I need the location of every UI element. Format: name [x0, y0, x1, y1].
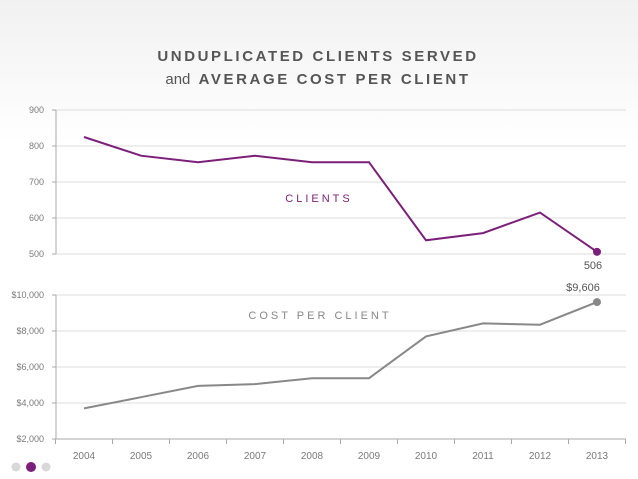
x-tick-label: 2004	[73, 451, 96, 462]
x-tick-label: 2010	[415, 451, 438, 462]
x-tick-label: 2012	[529, 451, 552, 462]
chart-title-line2: and AVERAGE COST PER CLIENT	[165, 71, 470, 88]
y-tick-label: 700	[29, 177, 44, 187]
series-annotation: COST PER CLIENT	[248, 310, 391, 322]
y-tick-label: 600	[29, 213, 44, 223]
y-tick-label: $4,000	[16, 398, 44, 408]
slide-nav-dots[interactable]	[11, 462, 51, 472]
series-line	[83, 301, 598, 410]
series-line	[83, 136, 598, 253]
x-tick-label: 2013	[586, 451, 609, 462]
chart-title-line1: UNDUPLICATED CLIENTS SERVED	[157, 48, 478, 65]
x-tick-label: 2011	[472, 451, 494, 462]
x-tick-label: 2008	[301, 451, 324, 462]
y-tick-label: $2,000	[16, 434, 44, 444]
y-tick-label: $6,000	[16, 362, 44, 372]
clients-chart: 500 600 700 800 900 506 CLIENTS	[29, 105, 626, 272]
nav-dot[interactable]	[26, 462, 36, 472]
y-tick-label: 500	[29, 249, 44, 259]
end-point-marker	[593, 247, 601, 256]
x-tick-label: 2007	[244, 451, 267, 462]
y-tick-label: $10,000	[11, 290, 44, 300]
nav-dot[interactable]	[11, 462, 21, 472]
series-annotation: CLIENTS	[285, 193, 352, 205]
x-axis: 2004 2005 2006 2007 2008 2009 2010 2011 2012 2013	[55, 438, 626, 462]
y-tick-label: 800	[29, 141, 44, 151]
chart-title-bold: AVERAGE COST PER CLIENT	[199, 71, 471, 88]
x-tick-label: 2006	[187, 451, 210, 462]
x-tick-label: 2009	[358, 451, 381, 462]
chart-title-prefix: and	[165, 71, 190, 88]
x-tick-label: 2005	[130, 451, 153, 462]
end-value-label: 506	[584, 260, 602, 272]
nav-dot[interactable]	[41, 462, 51, 472]
cost-chart: $2,000 $4,000 $6,000 $8,000 $10,000 $9,606 COS…	[11, 282, 626, 444]
y-tick-label: 900	[29, 105, 44, 115]
end-point-marker	[593, 298, 601, 307]
y-tick-label: $8,000	[16, 326, 44, 336]
end-value-label: $9,606	[566, 282, 600, 294]
